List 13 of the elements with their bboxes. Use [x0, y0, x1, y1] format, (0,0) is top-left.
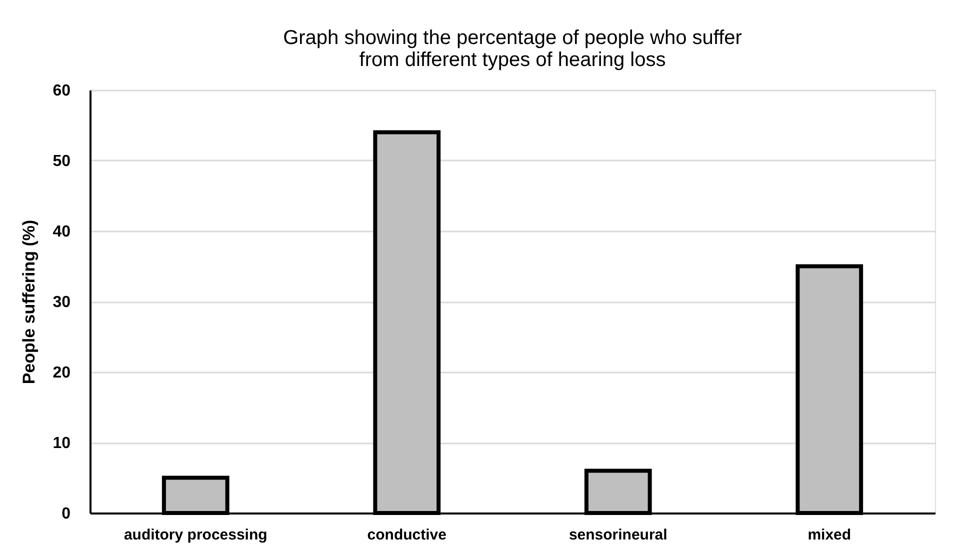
x-tick-label: mixed — [808, 526, 852, 544]
x-tick-label: conductive — [367, 526, 446, 544]
y-tick-label: 0 — [62, 506, 71, 522]
y-tick-label: 10 — [52, 435, 71, 452]
y-tick-label: 30 — [52, 294, 71, 311]
chart-title: Graph showing the percentage of people who suffer from different types of hearing loss — [283, 27, 742, 71]
y-axis-title: People suffering (%) — [20, 220, 39, 384]
y-tick-label: 20 — [52, 364, 71, 382]
y-tick-label: 60 — [52, 82, 71, 100]
x-tick-label: auditory processing — [124, 526, 268, 544]
y-tick-label: 50 — [52, 153, 71, 170]
y-tick-label: 40 — [52, 224, 71, 240]
x-tick-label: sensorineural — [568, 526, 668, 544]
